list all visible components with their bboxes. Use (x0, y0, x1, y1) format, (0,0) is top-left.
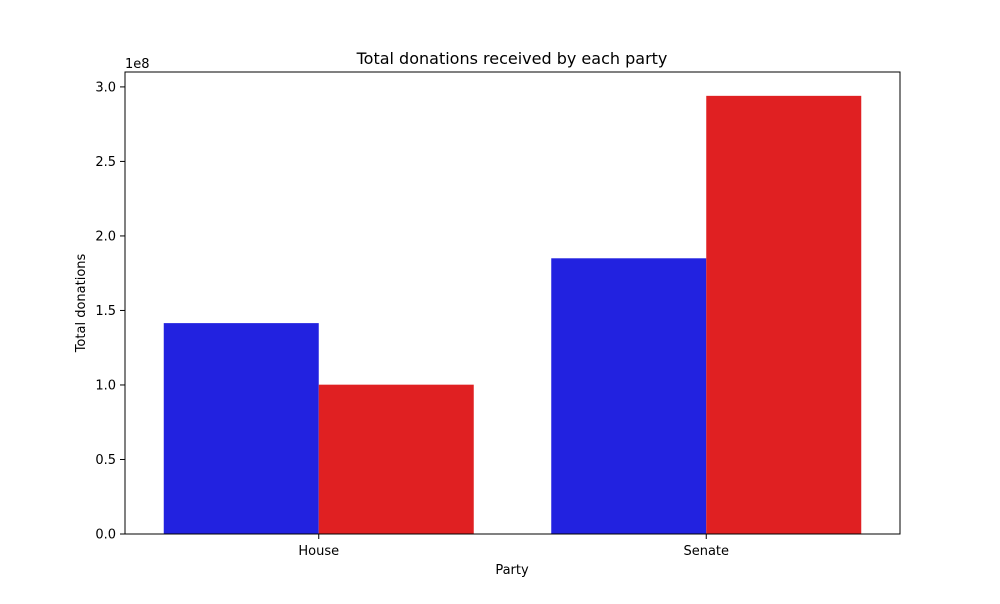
bar-house-1 (163, 323, 319, 534)
y-tick-label: 3.0 (95, 80, 116, 95)
axes-layer (124, 71, 901, 535)
y-tick-label: 1.5 (95, 304, 116, 319)
x-tick-label: Senate (683, 544, 729, 559)
bar-house-2 (318, 384, 474, 534)
y-ticks: 0.0 0.5 1.0 1.5 2.0 2.5 3.0 (95, 80, 125, 543)
bar-senate-1 (551, 258, 707, 534)
bar-senate-2 (706, 95, 862, 535)
y-axis-scale-label: 1e8 (125, 57, 150, 72)
plot-frame (124, 71, 901, 535)
y-tick-label: 2.0 (95, 229, 116, 244)
y-axis-label: Total donations (74, 253, 89, 353)
x-axis-label: Party (495, 563, 529, 578)
x-tick-label: House (298, 544, 339, 559)
y-tick-label: 2.5 (95, 155, 116, 170)
y-tick-label: 0.5 (95, 453, 116, 468)
chart-title: Total donations received by each party (356, 49, 668, 68)
y-tick-label: 1.0 (95, 378, 116, 393)
bars-layer (163, 95, 862, 535)
y-tick-label: 0.0 (95, 528, 116, 543)
x-ticks: House Senate (298, 534, 729, 559)
